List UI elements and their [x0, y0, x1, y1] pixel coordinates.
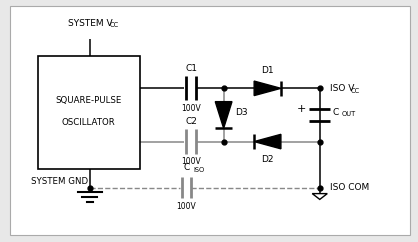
- Text: OUT: OUT: [342, 111, 356, 117]
- Text: C1: C1: [185, 64, 197, 73]
- Text: 100V: 100V: [176, 202, 196, 211]
- Bar: [38, 56, 140, 169]
- Text: C2: C2: [185, 117, 197, 126]
- Text: C: C: [184, 163, 189, 172]
- Text: SYSTEM V: SYSTEM V: [68, 19, 112, 28]
- Text: ISO V: ISO V: [330, 84, 354, 93]
- Text: 100V: 100V: [181, 157, 201, 166]
- Text: CC: CC: [110, 22, 119, 28]
- Text: SYSTEM GND: SYSTEM GND: [31, 177, 88, 186]
- Polygon shape: [254, 134, 281, 149]
- Text: ISO: ISO: [194, 166, 205, 173]
- Text: D2: D2: [261, 155, 274, 164]
- Text: D1: D1: [261, 66, 274, 75]
- Text: OSCILLATOR: OSCILLATOR: [62, 118, 116, 127]
- Text: C: C: [332, 108, 339, 117]
- Text: ISO COM: ISO COM: [330, 183, 370, 192]
- Text: SQUARE-PULSE: SQUARE-PULSE: [56, 96, 122, 105]
- Text: 100V: 100V: [181, 104, 201, 113]
- Text: D3: D3: [235, 108, 247, 117]
- Text: CC: CC: [351, 88, 360, 94]
- Polygon shape: [312, 194, 327, 199]
- Polygon shape: [254, 81, 281, 96]
- Polygon shape: [215, 102, 232, 128]
- Text: +: +: [297, 104, 306, 114]
